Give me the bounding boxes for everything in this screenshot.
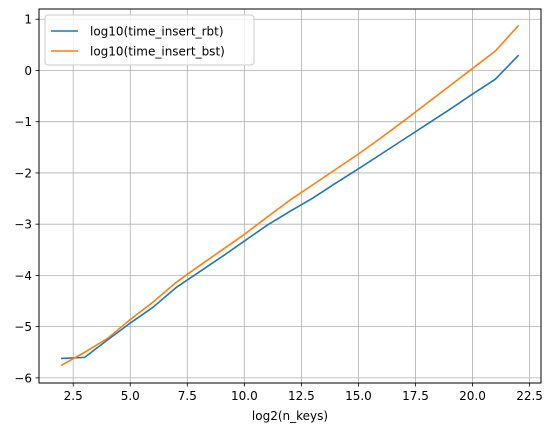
y-tick-label: 0 — [24, 64, 32, 78]
x-tick-label: 2.5 — [64, 389, 83, 403]
x-tick-label: 5.0 — [121, 389, 140, 403]
y-tick-label: −6 — [14, 371, 32, 385]
grid — [39, 9, 541, 383]
x-tick-label: 17.5 — [402, 389, 429, 403]
x-tick-label: 15.0 — [345, 389, 372, 403]
legend-label-1: log10(time_insert_rbt) — [90, 25, 224, 39]
y-tick-label: −4 — [14, 269, 32, 283]
series-layer — [60, 24, 520, 367]
x-tick-label: 22.5 — [516, 389, 543, 403]
y-tick-label: −5 — [14, 320, 32, 334]
y-tick-label: −3 — [14, 218, 32, 232]
legend-box — [44, 14, 255, 66]
x-tick-label: 10.0 — [231, 389, 258, 403]
plot-frame — [38, 8, 542, 384]
y-tick-label: −1 — [14, 115, 32, 129]
ticks: 2.5 5.0 7.5 10.0 12.5 15.0 17.5 20.0 22.5 −6 −5 −4 −… — [14, 13, 543, 403]
x-tick-label: 7.5 — [178, 389, 197, 403]
legend: log10(time_insert_rbt) log10(time_insert_… — [44, 14, 255, 66]
y-tick-label: 1 — [24, 13, 32, 27]
y-tick-label: −2 — [14, 166, 32, 180]
series-line-1 — [60, 54, 520, 360]
legend-label-2: log10(time_insert_bst) — [90, 45, 225, 59]
x-tick-label: 20.0 — [459, 389, 486, 403]
x-axis-label: log2(n_keys) — [252, 409, 328, 423]
x-tick-label: 12.5 — [288, 389, 315, 403]
series-line-2 — [60, 24, 520, 367]
